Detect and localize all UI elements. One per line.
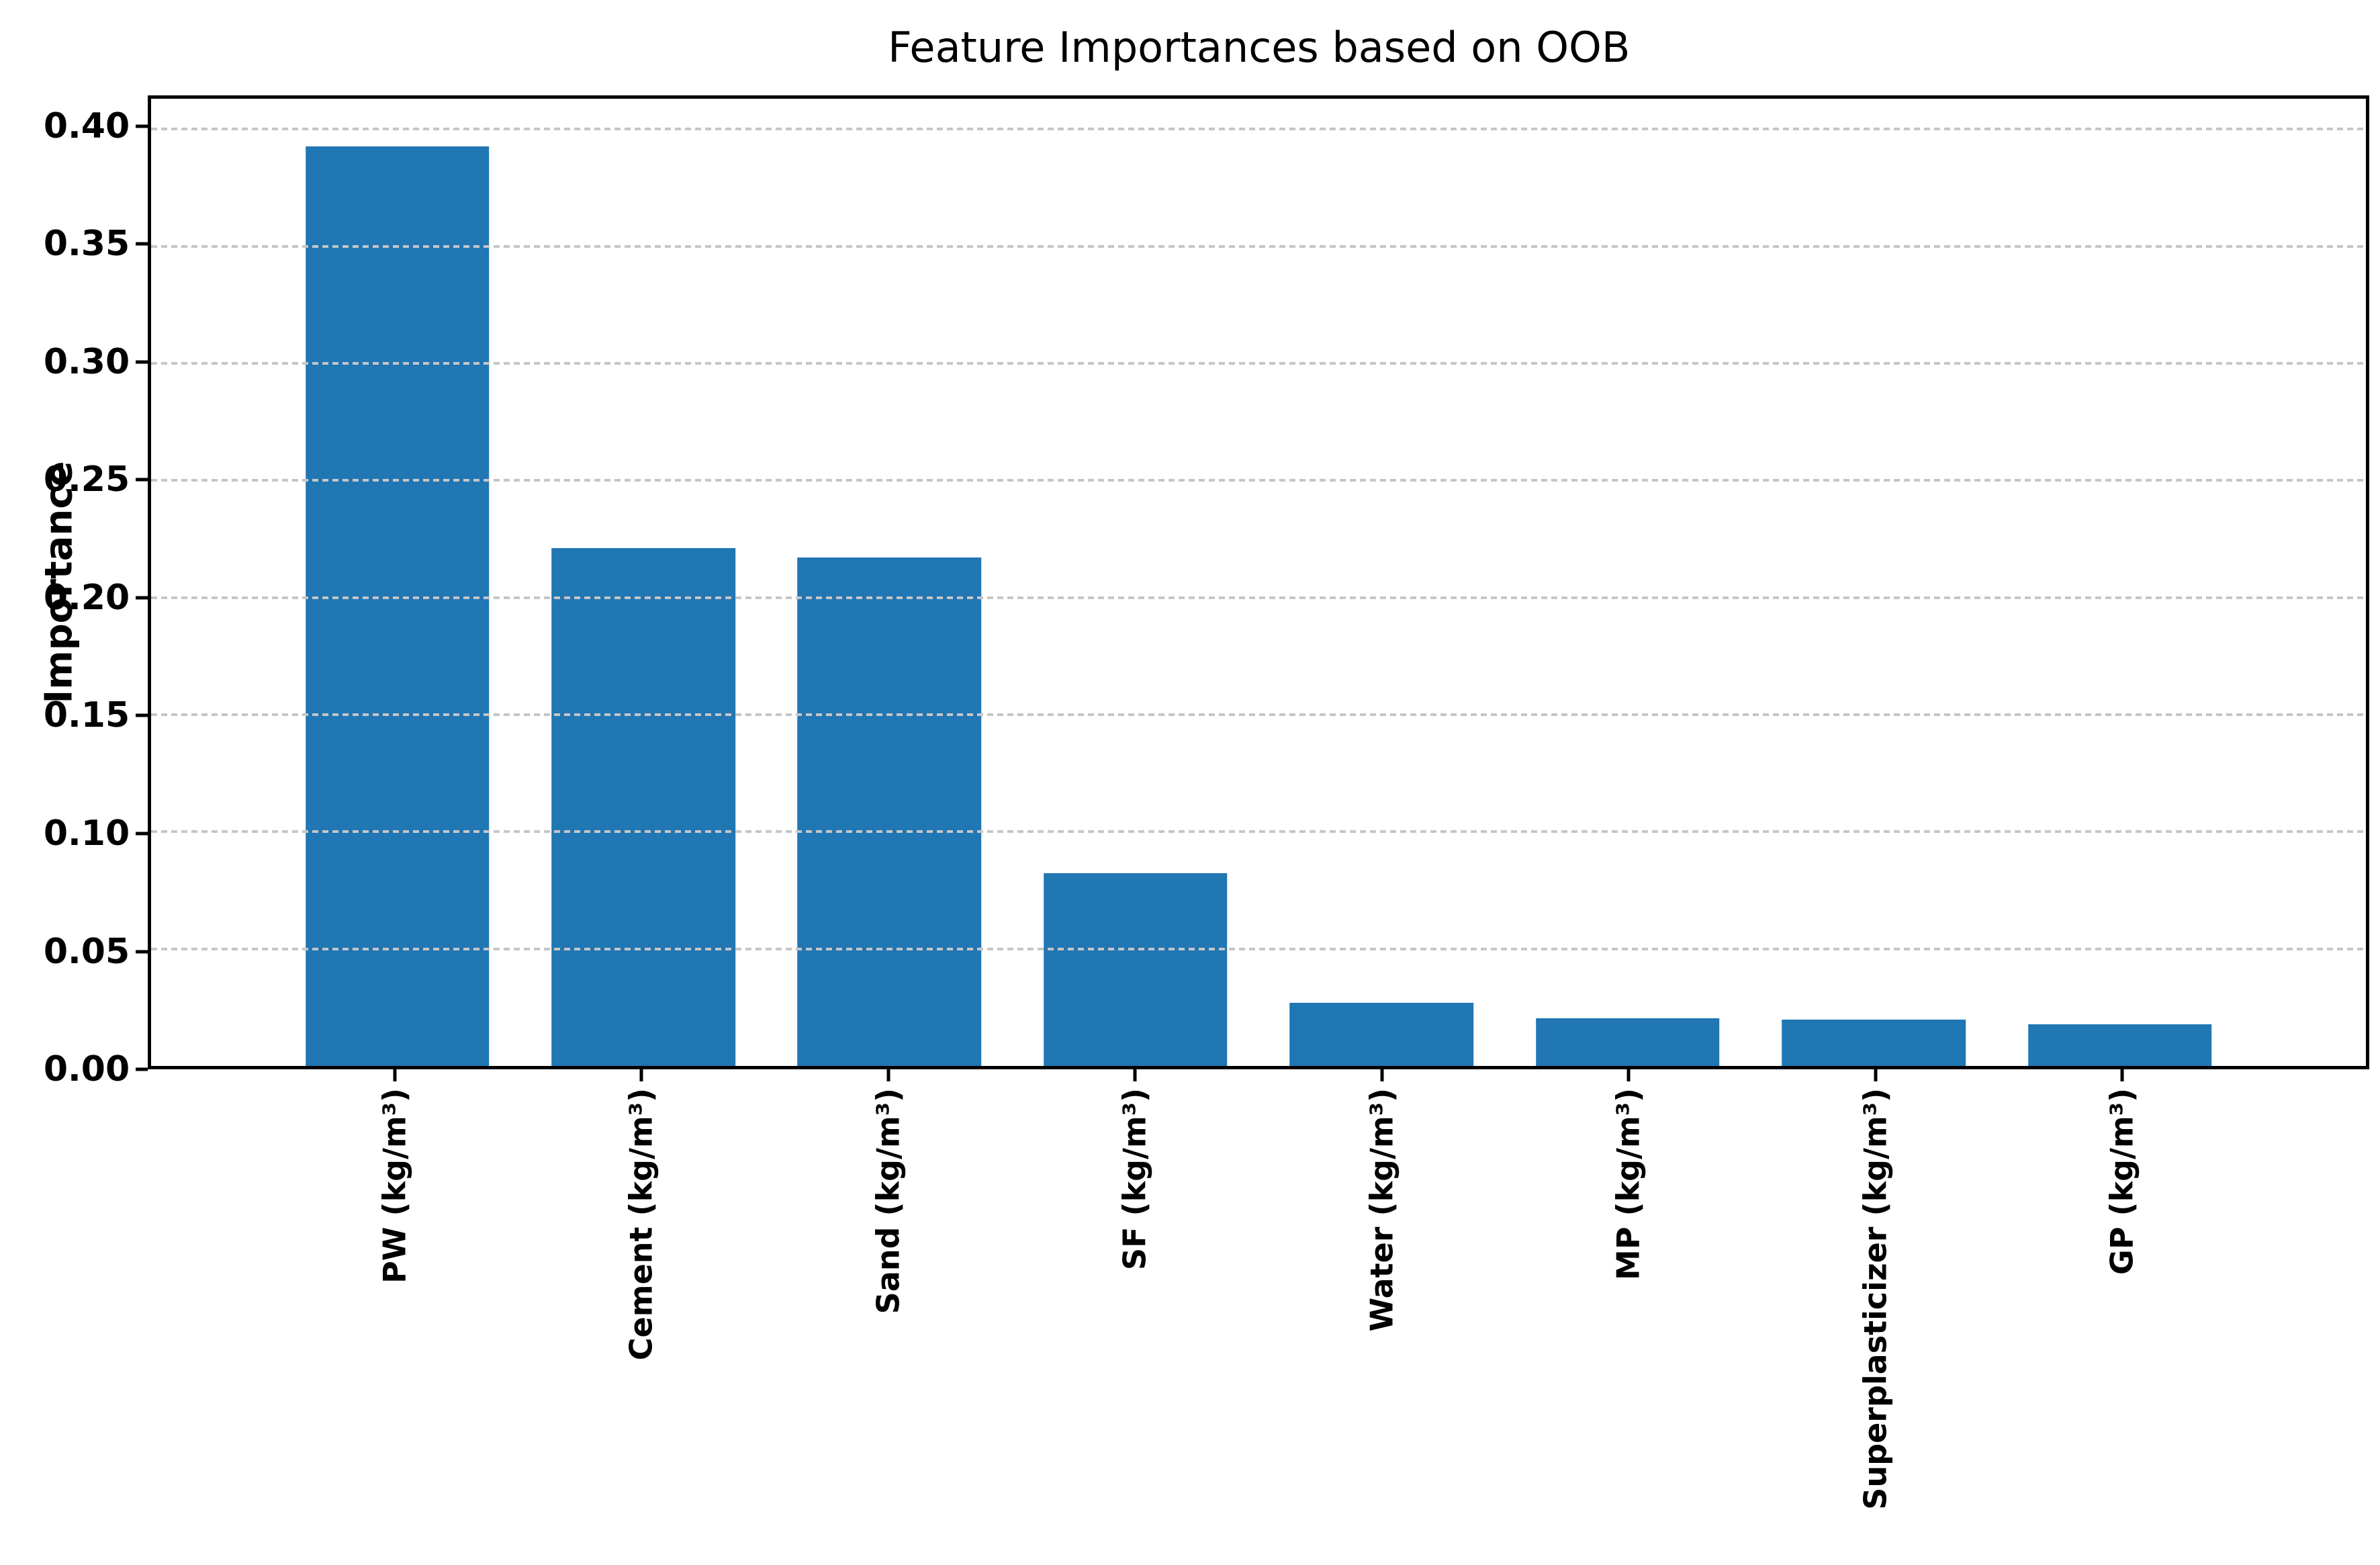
x-tick	[393, 1069, 397, 1082]
y-tick	[136, 832, 148, 836]
gridline	[151, 479, 2367, 482]
y-tick-label: 0.15	[43, 695, 130, 736]
plot-area	[148, 95, 2370, 1070]
gridline	[151, 596, 2367, 599]
gridline	[151, 361, 2367, 365]
y-tick-label: 0.10	[43, 813, 130, 854]
x-tick	[639, 1069, 643, 1082]
y-tick	[136, 950, 148, 954]
y-tick	[136, 360, 148, 364]
x-tick	[886, 1069, 890, 1082]
y-tick	[136, 713, 148, 717]
y-tick	[136, 242, 148, 246]
bar	[797, 557, 982, 1067]
y-tick	[136, 596, 148, 600]
bar	[2027, 1024, 2212, 1067]
x-tick-label: MP (kg/m³)	[1610, 1088, 1647, 1281]
x-tick	[2120, 1069, 2124, 1082]
y-tick-label: 0.25	[43, 459, 130, 500]
y-tick-label: 0.35	[43, 224, 130, 265]
y-tick	[136, 1067, 148, 1071]
chart-title: Feature Importances based on OOB	[888, 23, 1631, 72]
gridline	[151, 128, 2367, 131]
y-tick	[136, 124, 148, 128]
x-tick-label: Sand (kg/m³)	[870, 1088, 907, 1314]
x-tick-label: Superplasticizer (kg/m³)	[1857, 1088, 1894, 1510]
bar	[551, 547, 735, 1067]
y-tick-label: 0.20	[43, 577, 130, 618]
bar	[305, 146, 490, 1067]
x-tick	[1133, 1069, 1137, 1082]
y-tick-label: 0.00	[43, 1049, 130, 1090]
y-tick-label: 0.40	[43, 105, 130, 146]
x-tick-label: Cement (kg/m³)	[623, 1088, 659, 1361]
x-tick	[1380, 1069, 1384, 1082]
x-tick-label: Water (kg/m³)	[1363, 1088, 1400, 1332]
bar	[1782, 1020, 1966, 1067]
x-tick	[1874, 1069, 1878, 1082]
x-tick	[1627, 1069, 1631, 1082]
y-tick	[136, 478, 148, 482]
bar	[1289, 1002, 1474, 1067]
bar	[1535, 1018, 1720, 1067]
gridline	[151, 830, 2367, 834]
bar	[1044, 873, 1228, 1067]
gridline	[151, 244, 2367, 248]
x-tick-label: PW (kg/m³)	[376, 1088, 413, 1284]
gridline	[151, 713, 2367, 716]
gridline	[151, 947, 2367, 950]
x-tick-label: GP (kg/m³)	[2104, 1088, 2141, 1276]
y-tick-label: 0.30	[43, 341, 130, 382]
x-tick-label: SF (kg/m³)	[1116, 1088, 1153, 1271]
y-tick-label: 0.05	[43, 931, 130, 972]
